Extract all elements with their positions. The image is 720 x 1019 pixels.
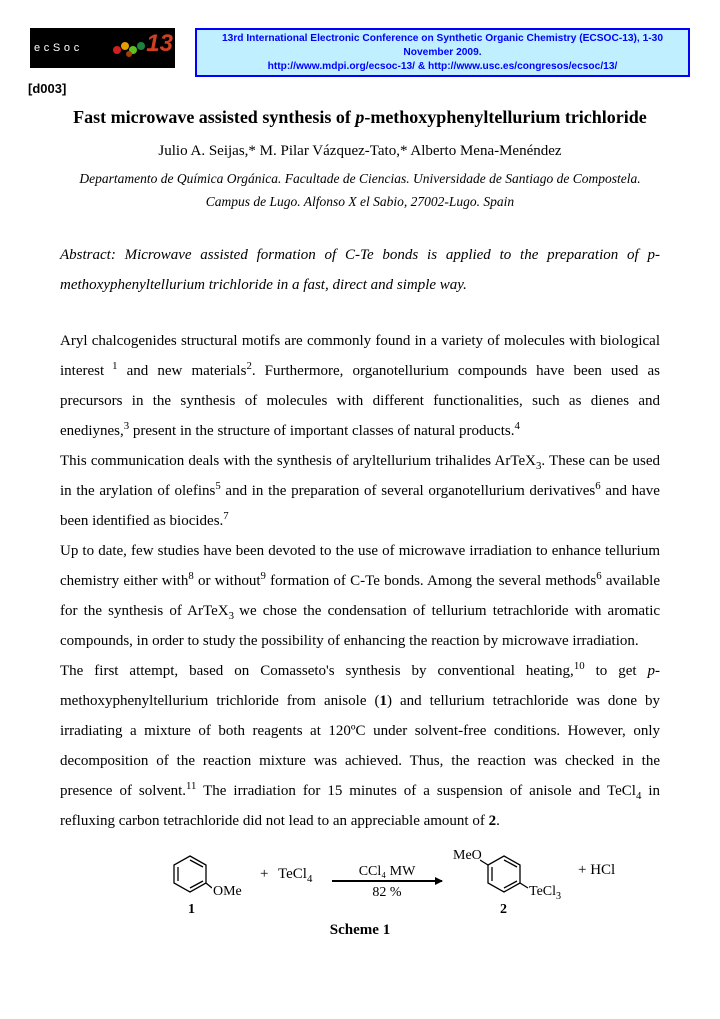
logo-text: e c S o c	[34, 42, 80, 54]
arrow-top-label: CCl₄ MW	[332, 864, 442, 879]
compound-number-2: 2	[500, 902, 507, 918]
conference-line-2: http://www.mdpi.org/ecsoc-13/ & http://w…	[268, 61, 618, 72]
tecl4-label: TeCl4	[278, 866, 312, 883]
paper-title: Fast microwave assisted synthesis of p-m…	[60, 102, 660, 133]
plus-sign-1: +	[260, 866, 268, 883]
arrow-bottom-label: 82 %	[332, 885, 442, 900]
ecsoc-logo: e c S o c 13	[30, 28, 175, 68]
abstract: Abstract: Microwave assisted formation o…	[60, 240, 660, 300]
tecl3-label: TeCl3	[529, 884, 561, 900]
document-id: [d003]	[28, 81, 660, 96]
anisole-structure	[168, 854, 212, 894]
affiliation: Departamento de Química Orgánica. Facult…	[60, 168, 660, 214]
logo-number: 13	[146, 30, 173, 58]
paragraph-4: The first attempt, based on Comasseto's …	[60, 656, 660, 836]
ome-label: OMe	[213, 884, 242, 900]
authors: Julio A. Seijas,* M. Pilar Vázquez-Tato,…	[60, 143, 660, 160]
title-italic: p	[355, 107, 364, 127]
title-pre: Fast microwave assisted synthesis of	[73, 107, 355, 127]
paragraph-3: Up to date, few studies have been devote…	[60, 536, 660, 656]
meo-label: MeO	[453, 848, 482, 864]
page-header: e c S o c 13 13rd International Electron…	[30, 28, 690, 77]
paragraph-2: This communication deals with the synthe…	[60, 446, 660, 536]
paragraph-1: Aryl chalcogenides structural motifs are…	[60, 326, 660, 446]
conference-banner: 13rd International Electronic Conference…	[195, 28, 690, 77]
hcl-label: + HCl	[578, 862, 615, 879]
molecule-icon	[111, 36, 147, 60]
reaction-scheme: OMe + TeCl4 CCl₄ MW 82 % MeO TeCl3 + HCl…	[60, 850, 660, 914]
scheme-caption: Scheme 1	[60, 922, 660, 939]
reaction-arrow: CCl₄ MW 82 %	[332, 864, 442, 901]
conference-line-1: 13rd International Electronic Conference…	[222, 33, 663, 58]
arrow-line-icon	[332, 880, 442, 882]
compound-number-1: 1	[188, 902, 195, 918]
title-post: -methoxyphenyltellurium trichloride	[364, 107, 646, 127]
